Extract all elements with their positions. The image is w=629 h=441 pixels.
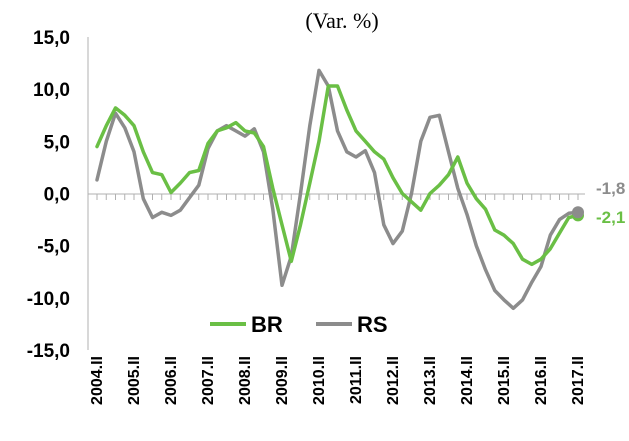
x-tick-label: 2007.II <box>200 356 217 405</box>
y-tick-label: 10,0 <box>33 80 70 101</box>
x-tick-label: 2017.II <box>570 356 587 405</box>
legend-label-br: BR <box>251 312 283 337</box>
y-tick-label: 15,0 <box>33 28 70 49</box>
series-line-br <box>95 84 580 267</box>
y-tick-label: -10,0 <box>27 289 70 310</box>
legend-label-rs: RS <box>357 312 388 337</box>
end-label-br: -2,1 <box>596 208 625 227</box>
y-tick-label: 0,0 <box>44 185 70 206</box>
y-tick-label: 5,0 <box>44 132 70 153</box>
y-tick-label: -5,0 <box>37 237 70 258</box>
x-tick-label: 2016.II <box>533 356 550 405</box>
x-tick-label: 2012.II <box>385 356 402 405</box>
x-tick-label: 2014.II <box>459 356 476 405</box>
y-tick-label: -15,0 <box>27 341 70 362</box>
series-line-rs <box>95 68 580 311</box>
x-tick-label: 2005.II <box>126 356 143 405</box>
x-tick-label: 2010.II <box>311 356 328 405</box>
x-tick-label: 2006.II <box>163 356 180 405</box>
x-tick-label: 2013.II <box>422 356 439 405</box>
end-marker-rs <box>572 206 584 219</box>
x-tick-label: 2015.II <box>496 356 513 405</box>
x-tick-label: 2011.II <box>348 356 365 404</box>
legend: BR RS <box>210 312 388 337</box>
chart-title: (Var. %) <box>305 8 378 33</box>
end-label-rs: -1,8 <box>596 179 625 198</box>
x-tick-label: 2004.II <box>89 356 106 405</box>
x-tick-label: 2008.II <box>237 356 254 405</box>
x-tick-label: 2009.II <box>274 356 291 405</box>
